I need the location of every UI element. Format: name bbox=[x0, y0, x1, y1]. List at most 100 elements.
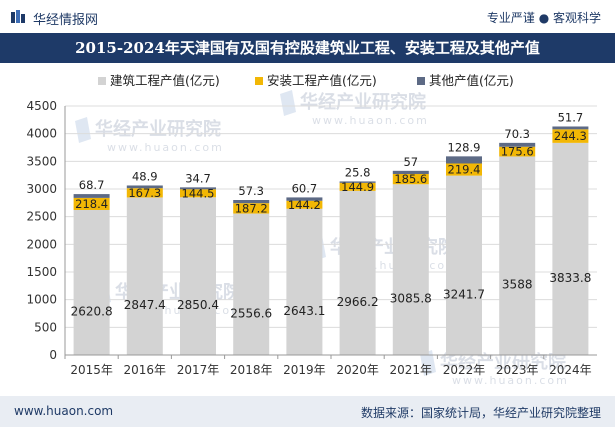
label-other: 60.7 bbox=[292, 181, 318, 195]
bar-installation bbox=[499, 146, 536, 157]
x-tick-label: 2019年 bbox=[283, 363, 326, 377]
legend-label: 建筑工程产值(亿元) bbox=[110, 73, 220, 88]
label-other: 57.3 bbox=[238, 184, 264, 198]
label-installation: 219.4 bbox=[448, 163, 481, 177]
label-construction: 2847.4 bbox=[124, 298, 166, 312]
label-construction: 3085.8 bbox=[390, 292, 432, 306]
bar-installation bbox=[233, 203, 270, 214]
huajing-logo-icon bbox=[11, 10, 25, 23]
y-tick-label: 0 bbox=[49, 348, 57, 362]
bar-other bbox=[446, 156, 482, 164]
watermark-text: 华经产业研究院 bbox=[300, 91, 426, 113]
y-tick-label: 4000 bbox=[26, 127, 57, 141]
brand-name: 华经情报网 bbox=[33, 13, 99, 28]
bar-other bbox=[552, 126, 589, 130]
bar-other bbox=[126, 185, 163, 189]
watermark-url: www.huaon.com bbox=[312, 114, 429, 127]
bar-construction bbox=[499, 156, 536, 355]
x-tick-label: 2022年 bbox=[443, 363, 486, 377]
y-tick-label: 1500 bbox=[26, 265, 57, 279]
bar-installation bbox=[339, 182, 376, 191]
y-tick-label: 3500 bbox=[26, 154, 57, 168]
bar-other bbox=[499, 142, 536, 147]
y-tick-label: 4500 bbox=[26, 99, 57, 113]
label-construction: 2556.6 bbox=[230, 306, 272, 320]
label-installation: 144.9 bbox=[341, 180, 374, 194]
bar-installation bbox=[73, 197, 110, 210]
legend-label: 安装工程产值(亿元) bbox=[267, 73, 377, 88]
bar-construction bbox=[392, 184, 429, 355]
x-tick-label: 2017年 bbox=[177, 363, 220, 377]
legend-swatch bbox=[98, 77, 106, 85]
label-other: 70.3 bbox=[504, 127, 530, 141]
label-other: 51.7 bbox=[558, 110, 584, 124]
bar-installation bbox=[552, 129, 589, 143]
watermark-url: www.huaon.com bbox=[107, 141, 224, 154]
watermark-text: 华经产业研究院 bbox=[95, 118, 221, 140]
bar-construction bbox=[180, 197, 216, 355]
label-construction: 3833.8 bbox=[549, 271, 591, 285]
legend: 建筑工程产值(亿元) 安装工程产值(亿元) 其他产值(亿元) bbox=[98, 73, 514, 88]
top-bar: 华经情报网 专业严谨 ● 客观科学 bbox=[0, 0, 615, 33]
label-installation: 175.6 bbox=[501, 145, 534, 159]
bar-construction bbox=[233, 213, 270, 355]
label-other: 68.7 bbox=[79, 178, 105, 192]
bar-construction bbox=[73, 209, 110, 355]
tagline: 专业严谨 ● 客观科学 bbox=[486, 11, 601, 25]
label-other: 57 bbox=[403, 155, 418, 169]
y-tick-label: 500 bbox=[34, 320, 57, 334]
axes: 0 500 1000 1500 2000 2500 3000 3500 4000 4500 2015… bbox=[26, 99, 597, 377]
y-tick-label: 3000 bbox=[26, 182, 57, 196]
label-other: 48.9 bbox=[132, 169, 158, 183]
bar-construction bbox=[339, 190, 376, 355]
label-installation: 167.3 bbox=[128, 186, 161, 200]
watermark-url: www.huaon.com bbox=[452, 374, 569, 387]
label-installation: 185.6 bbox=[394, 172, 427, 186]
label-construction: 2966.2 bbox=[337, 295, 379, 309]
legend-swatch bbox=[255, 77, 263, 85]
label-installation: 244.3 bbox=[554, 129, 587, 143]
x-tick-label: 2024年 bbox=[549, 363, 592, 377]
bar-installation bbox=[286, 200, 323, 209]
footer-website: www.huaon.com bbox=[14, 404, 114, 418]
label-construction: 3241.7 bbox=[443, 287, 485, 301]
x-tick-label: 2023年 bbox=[496, 363, 539, 377]
bar-other bbox=[73, 194, 110, 198]
bar-other bbox=[233, 200, 270, 204]
y-tick-label: 2000 bbox=[26, 237, 57, 251]
bar-installation bbox=[446, 163, 482, 176]
bar-other bbox=[339, 181, 376, 183]
watermark-logo-icon bbox=[280, 90, 296, 116]
label-other: 128.9 bbox=[448, 140, 481, 154]
label-construction: 2643.1 bbox=[283, 304, 325, 318]
bar-other bbox=[180, 187, 216, 190]
x-tick-label: 2015年 bbox=[70, 363, 113, 377]
bar-construction bbox=[126, 197, 163, 355]
y-tick-label: 1000 bbox=[26, 293, 57, 307]
stacked-bar-chart: 华经产业研究院www.huaon.com华经产业研究院www.huaon.com… bbox=[26, 73, 597, 387]
bar-construction bbox=[446, 175, 482, 355]
bar-installation bbox=[126, 188, 163, 198]
footer: www.huaon.com 数据来源：国家统计局，华经产业研究院整理 bbox=[0, 396, 615, 427]
label-construction: 2850.4 bbox=[177, 298, 219, 312]
label-installation: 144.2 bbox=[288, 198, 321, 212]
watermark-text: 华经产业研究院 bbox=[440, 351, 566, 373]
x-tick-label: 2021年 bbox=[390, 363, 433, 377]
legend-label: 其他产值(亿元) bbox=[429, 73, 514, 88]
label-installation: 144.5 bbox=[182, 186, 215, 200]
chart-title: 2015-2024年天津国有及国有控股建筑业工程、安装工程及其他产值 bbox=[0, 33, 615, 63]
x-tick-label: 2018年 bbox=[230, 363, 273, 377]
label-other: 25.8 bbox=[345, 165, 371, 179]
bars bbox=[73, 126, 589, 355]
legend-swatch bbox=[417, 77, 425, 85]
bar-other bbox=[392, 170, 429, 174]
x-tick-label: 2020年 bbox=[336, 363, 379, 377]
data-labels: 2620.8 218.4 68.7 2847.4 167.3 48.9 2850.4 144.… bbox=[71, 110, 592, 320]
watermark-logo-icon bbox=[75, 117, 91, 143]
x-tick-label: 2016年 bbox=[124, 363, 167, 377]
